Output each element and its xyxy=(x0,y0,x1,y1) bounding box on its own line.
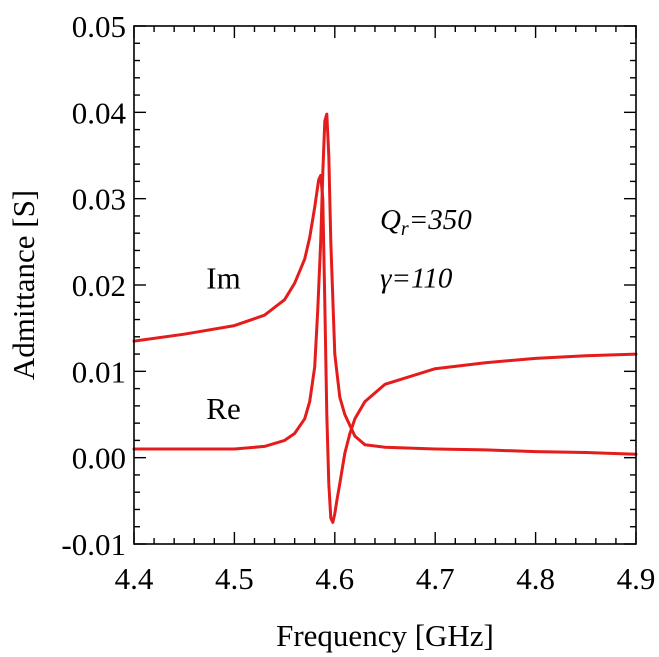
annotations: Qr=350 γ=110 xyxy=(380,204,472,295)
tick-labels: 4.4 4.5 4.6 4.7 4.8 4.9 -0.01 0.00 0.01 0.02 0.03 0… xyxy=(61,9,655,596)
series-labels: Im Re xyxy=(206,260,240,425)
plot-frame xyxy=(133,25,637,545)
annotation-value: =110 xyxy=(391,263,452,295)
series-line-re xyxy=(132,112,638,456)
curves xyxy=(132,112,638,524)
x-tick-label: 4.8 xyxy=(516,561,555,596)
x-axis-label: Frequency [GHz] xyxy=(276,618,494,653)
annotation-symbol: Q xyxy=(380,204,401,236)
y-tick-label: 0.04 xyxy=(72,95,127,130)
x-tick-label: 4.6 xyxy=(315,561,354,596)
annotation-subscript: r xyxy=(401,218,409,240)
y-tick-label: -0.01 xyxy=(61,527,126,562)
x-tick-label: 4.7 xyxy=(416,561,455,596)
annotation-symbol: γ xyxy=(380,263,393,295)
y-tick-label: 0.03 xyxy=(72,182,126,217)
y-tick-label: 0.01 xyxy=(72,354,126,389)
tick-marks xyxy=(133,25,637,545)
series-label-im: Im xyxy=(206,260,240,295)
x-tick-label: 4.4 xyxy=(115,561,154,596)
x-tick-label: 4.9 xyxy=(617,561,656,596)
annotation-value: =350 xyxy=(409,204,473,236)
y-tick-label: 0.00 xyxy=(72,441,126,476)
annotation-0: Qr=350 xyxy=(380,204,472,240)
x-tick-label: 4.5 xyxy=(215,561,254,596)
y-tick-label: 0.05 xyxy=(72,9,126,44)
y-tick-label: 0.02 xyxy=(72,268,126,303)
y-axis-label: Admittance [S] xyxy=(6,190,41,380)
series-line-im xyxy=(132,173,638,524)
annotation-1: γ=110 xyxy=(380,263,453,295)
series-label-re: Re xyxy=(206,391,240,426)
